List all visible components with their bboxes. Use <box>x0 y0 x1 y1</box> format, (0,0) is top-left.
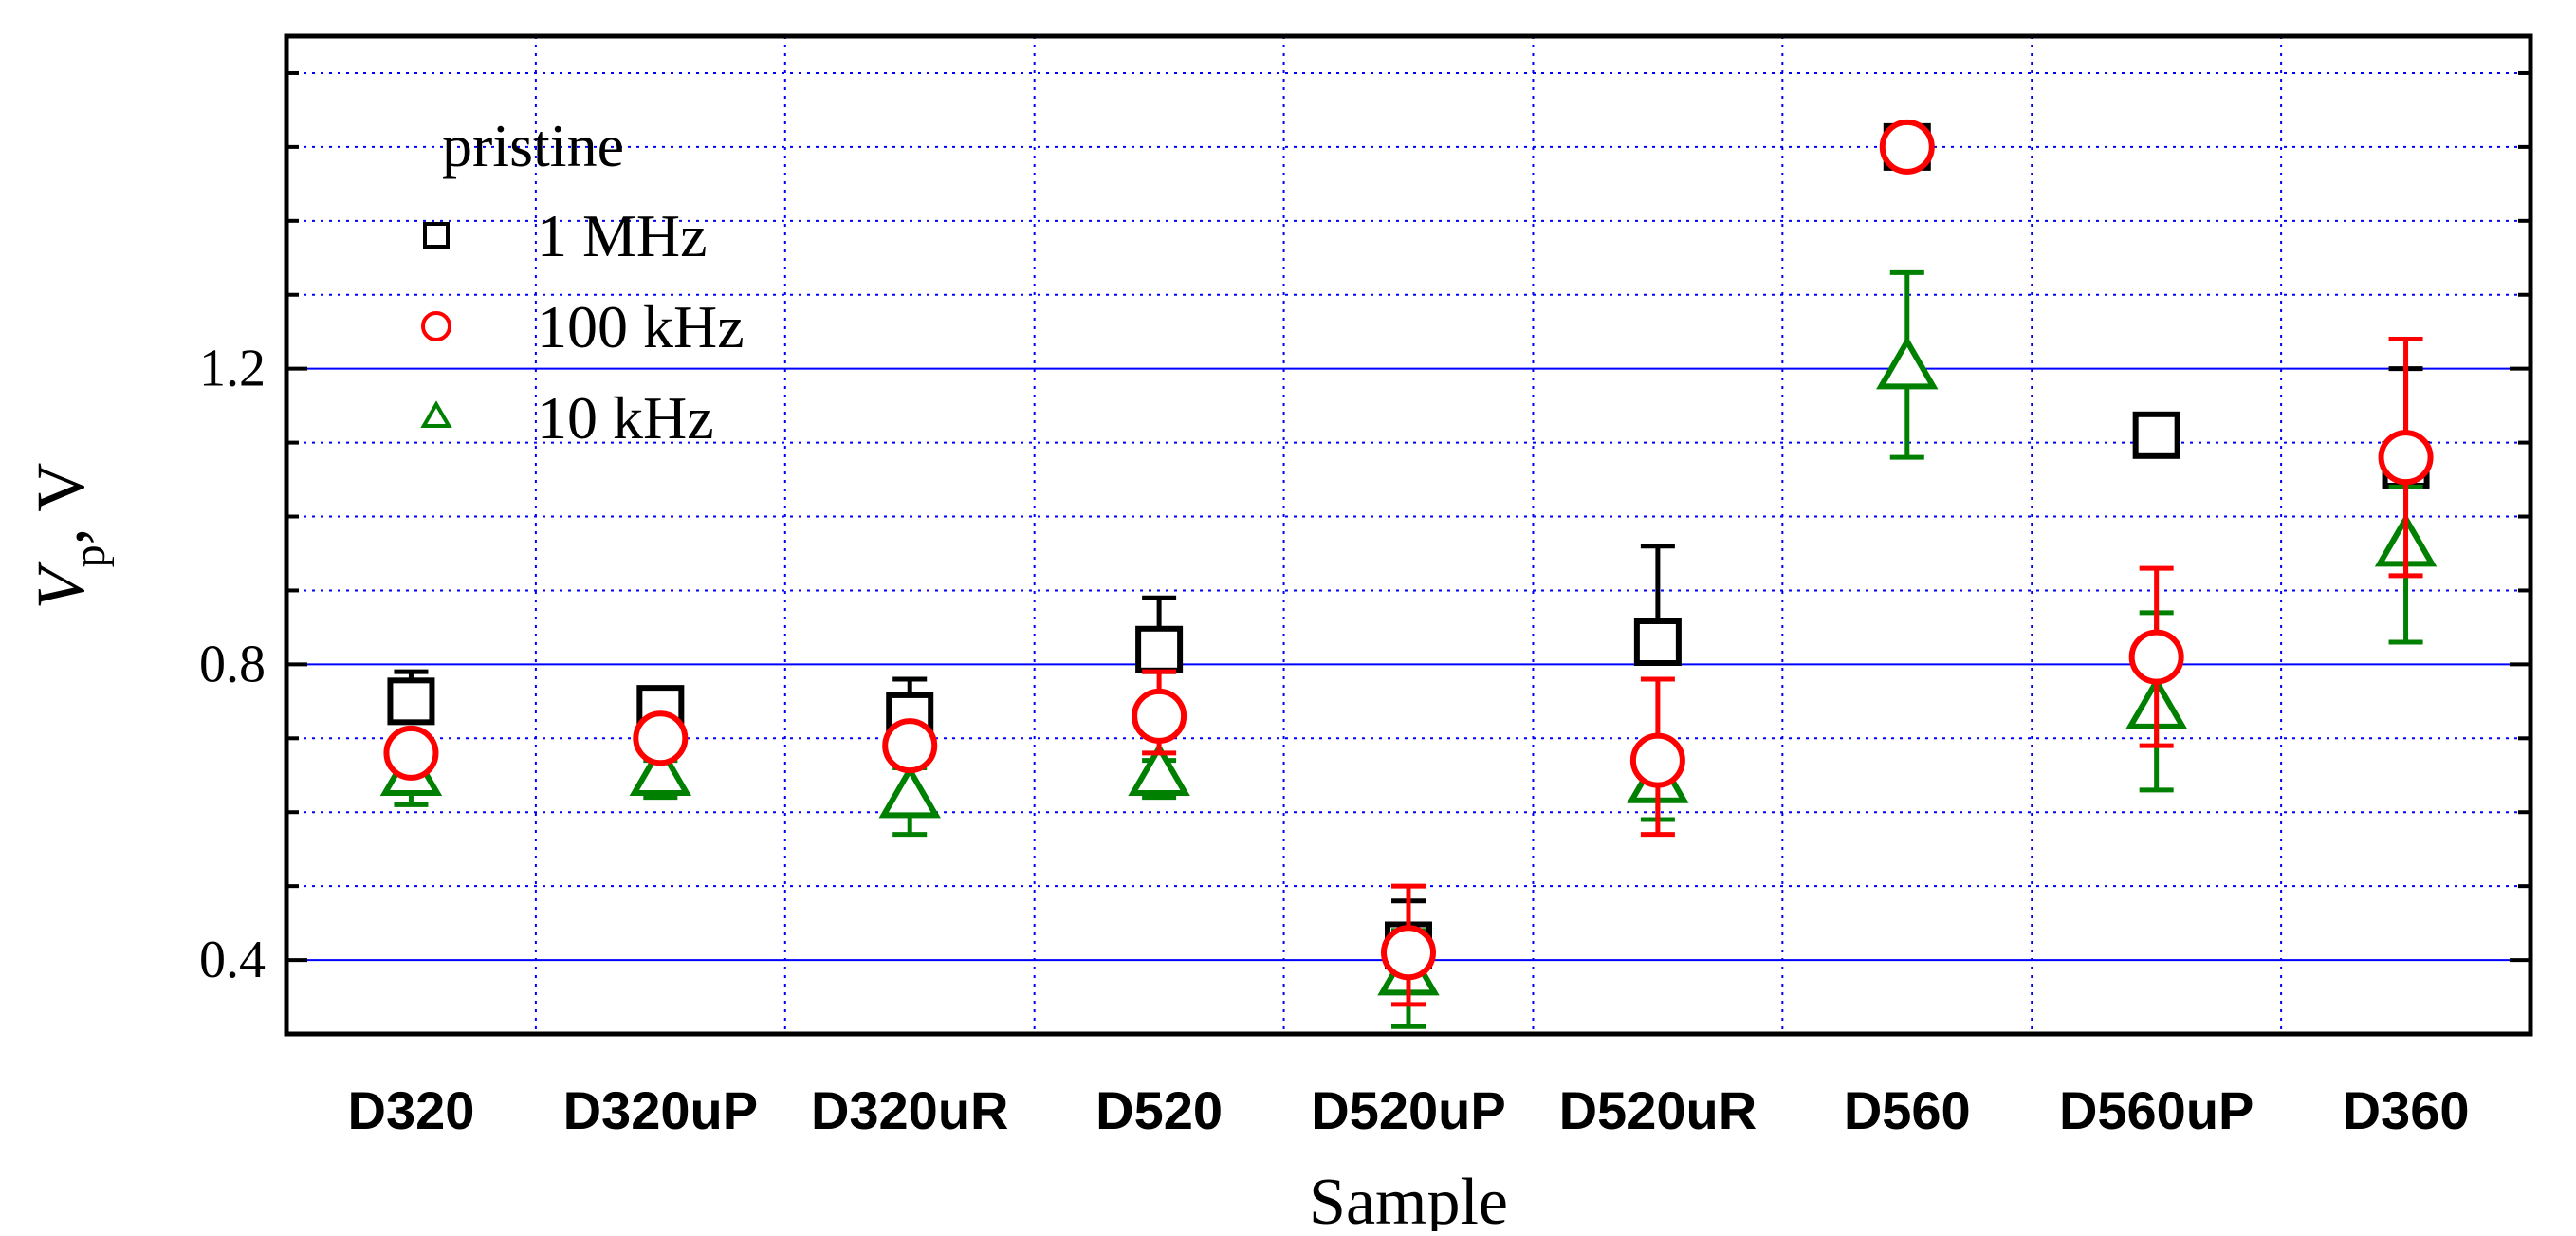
y-axis-title-symbol: V <box>23 561 99 609</box>
x-tick-label: D560uP <box>2059 1080 2254 1140</box>
legend-label: 10 kHz <box>537 384 714 452</box>
legend-title: pristine <box>442 112 624 179</box>
x-tick-label: D360 <box>2343 1080 2470 1140</box>
data-point <box>2128 629 2184 685</box>
data-point <box>1381 925 1436 981</box>
legend-label: 1 MHz <box>537 202 708 269</box>
x-tick-label: D520uP <box>1311 1080 1505 1140</box>
axis-layer <box>284 33 2533 1037</box>
data-point <box>1633 618 1682 666</box>
x-tick-label: D320 <box>348 1080 475 1140</box>
legend-marker <box>420 400 452 428</box>
data-point <box>882 718 938 774</box>
series-100-khz <box>383 119 2434 1007</box>
data-point <box>1879 119 1935 175</box>
legend-marker <box>423 222 450 249</box>
y-tick-label: 0.4 <box>199 931 266 989</box>
x-tick-label: D320uP <box>563 1080 758 1140</box>
data-point <box>1132 688 1187 744</box>
marks-layer <box>379 119 2438 1029</box>
legend: pristine 1 MHz 100 kHz 10 kHz <box>420 112 745 452</box>
x-tick-label: D560 <box>1844 1080 1971 1140</box>
y-axis-title-subscript: p <box>64 544 115 567</box>
plot-frame <box>284 33 2533 1037</box>
legend-marker <box>421 311 451 341</box>
data-point <box>1876 335 1939 390</box>
data-point <box>1128 742 1190 796</box>
y-axis-title: Vp, V <box>23 463 115 610</box>
y-axis-title-unit: , V <box>23 463 99 545</box>
x-tick-label: D520 <box>1095 1080 1223 1140</box>
data-point <box>878 764 941 819</box>
data-point <box>1629 732 1685 788</box>
x-tick-label: D520uR <box>1559 1080 1757 1140</box>
data-point <box>387 677 435 726</box>
data-point <box>2132 411 2180 459</box>
legend-label: 100 kHz <box>537 293 745 360</box>
data-point <box>1135 625 1184 673</box>
x-tick-label: D320uR <box>811 1080 1009 1140</box>
y-axis-title-text: Vp, V <box>23 463 115 610</box>
y-tick-label: 0.8 <box>199 635 266 693</box>
data-point <box>633 710 689 766</box>
y-tick-label: 1.2 <box>199 340 266 398</box>
axis-labels: 0.4 0.8 1.2 D320 D320uP D320uR D520 D520uP D520u… <box>23 340 2470 1236</box>
data-point <box>629 742 692 796</box>
data-point <box>2378 430 2434 486</box>
x-axis-title: Sample <box>1309 1166 1508 1231</box>
data-point <box>383 725 439 781</box>
